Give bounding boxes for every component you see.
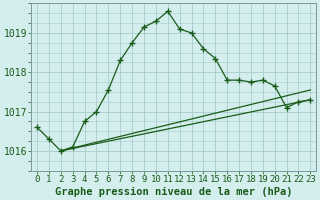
- X-axis label: Graphe pression niveau de la mer (hPa): Graphe pression niveau de la mer (hPa): [55, 186, 292, 197]
